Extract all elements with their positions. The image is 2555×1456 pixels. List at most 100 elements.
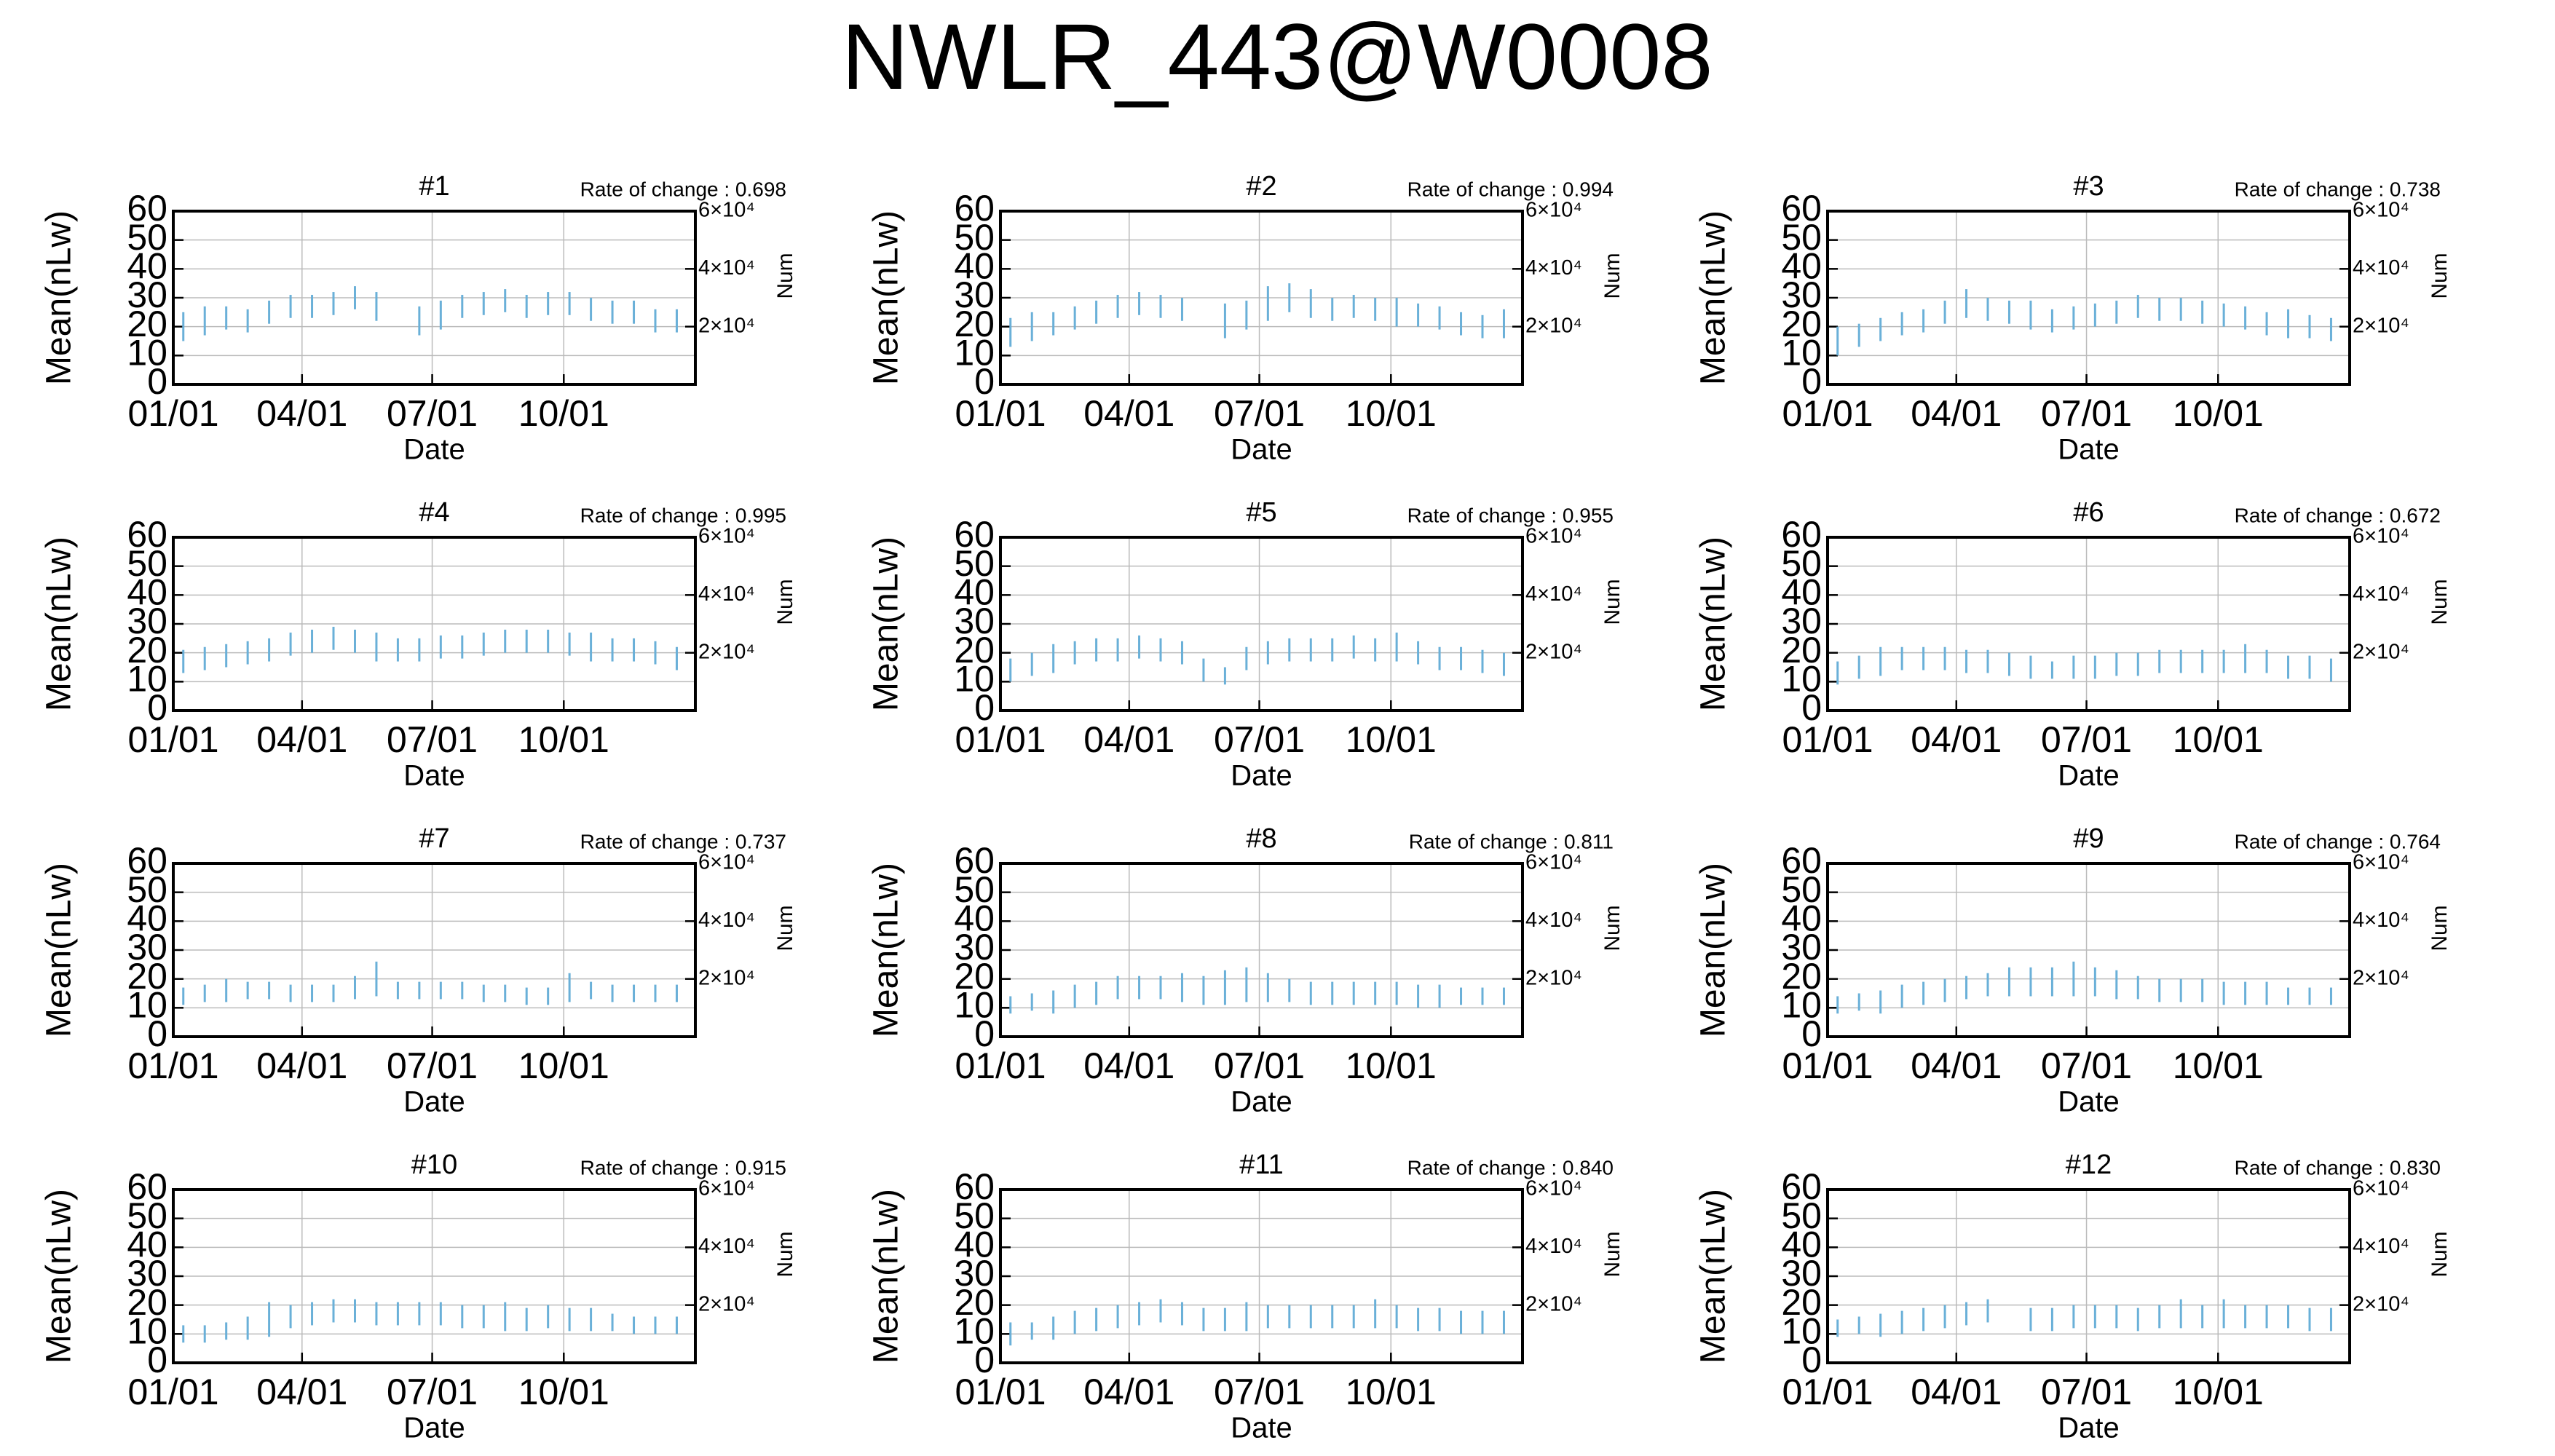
x-tick-label: 01/01 (955, 1045, 1046, 1086)
y-tick-label: 20 (954, 956, 995, 997)
y-tick-label: 50 (1781, 869, 1822, 910)
x-tick-label: 01/01 (127, 1045, 218, 1086)
y-tick-label: 0 (1801, 1013, 1822, 1054)
panel-title: #7 (419, 823, 449, 854)
x-axis-label: Date (403, 1412, 465, 1444)
y2-axis-label: Num (773, 905, 797, 951)
y-tick-label: 40 (127, 898, 167, 939)
y2-tick-label: 4×10⁴ (698, 1235, 755, 1258)
y2-tick-label: 2×10⁴ (1525, 640, 1582, 663)
x-tick-label: 10/01 (2173, 1372, 2264, 1412)
y-tick-label: 10 (1781, 1311, 1822, 1352)
x-tick-label: 10/01 (518, 393, 609, 434)
y-tick-label: 10 (954, 333, 995, 373)
y-tick-label: 60 (1781, 514, 1822, 555)
annotation: Rate of change : 0.738 (2235, 178, 2441, 200)
x-tick-label: 10/01 (1346, 1372, 1437, 1412)
x-axis-label: Date (1231, 760, 1292, 792)
y2-tick-label: 6×10⁴ (1525, 199, 1582, 222)
x-tick-label: 07/01 (387, 393, 478, 434)
x-axis-label: Date (403, 1086, 465, 1118)
annotation: Rate of change : 0.830 (2235, 1156, 2441, 1179)
y-tick-label: 0 (147, 687, 167, 728)
y2-tick-label: 6×10⁴ (1525, 525, 1582, 548)
x-tick-label: 01/01 (955, 393, 1046, 434)
y2-tick-label: 2×10⁴ (698, 1292, 755, 1315)
x-tick-label: 07/01 (2041, 393, 2132, 434)
y-tick-label: 10 (954, 659, 995, 700)
y-tick-label: 40 (1781, 898, 1822, 939)
y-tick-label: 10 (1781, 659, 1822, 700)
y-tick-label: 40 (954, 898, 995, 939)
y2-axis-label: Num (2428, 1231, 2452, 1277)
x-tick-label: 01/01 (1782, 1372, 1873, 1412)
y-tick-label: 50 (127, 869, 167, 910)
x-tick-label: 04/01 (1911, 1372, 2002, 1412)
x-tick-label: 04/01 (1911, 719, 2002, 760)
plot-frame (172, 536, 697, 712)
panel-title: #6 (2073, 497, 2104, 528)
y-tick-label: 0 (1801, 1340, 1822, 1380)
y-tick-label: 0 (974, 361, 995, 402)
x-tick-label: 10/01 (518, 1372, 609, 1412)
y-tick-label: 0 (1801, 687, 1822, 728)
y-tick-label: 20 (1781, 630, 1822, 670)
y2-axis-label: Num (1600, 1231, 1624, 1277)
y2-tick-label: 4×10⁴ (2353, 582, 2409, 606)
y-tick-label: 10 (127, 659, 167, 700)
x-tick-label: 01/01 (127, 719, 218, 760)
y-tick-label: 60 (127, 188, 167, 229)
y-tick-label: 60 (127, 840, 167, 881)
y2-tick-label: 2×10⁴ (1525, 966, 1582, 989)
annotation: Rate of change : 0.737 (580, 830, 786, 852)
y-tick-label: 50 (127, 217, 167, 258)
annotation: Rate of change : 0.955 (1407, 504, 1614, 526)
x-tick-label: 01/01 (1782, 393, 1873, 434)
y-tick-label: 50 (1781, 217, 1822, 258)
y-axis-label: Mean(nLw) (1694, 863, 1733, 1037)
x-axis-label: Date (2058, 760, 2120, 792)
y2-tick-label: 2×10⁴ (698, 966, 755, 989)
y-tick-label: 10 (127, 985, 167, 1026)
y-tick-label: 30 (127, 1253, 167, 1294)
x-tick-label: 04/01 (256, 1372, 347, 1412)
y-tick-label: 60 (954, 1166, 995, 1207)
y2-tick-label: 6×10⁴ (698, 851, 755, 874)
y-tick-label: 20 (954, 630, 995, 670)
y-axis-label: Mean(nLw) (40, 863, 79, 1037)
x-axis-label: Date (1231, 434, 1292, 466)
x-tick-label: 04/01 (256, 719, 347, 760)
y2-tick-label: 4×10⁴ (2353, 1235, 2409, 1258)
x-tick-label: 07/01 (2041, 1372, 2132, 1412)
y-tick-label: 60 (954, 514, 995, 555)
y-tick-label: 0 (147, 1340, 167, 1380)
y-axis-label: Mean(nLw) (1694, 537, 1733, 711)
y-tick-label: 0 (147, 361, 167, 402)
x-axis-label: Date (403, 434, 465, 466)
y2-tick-label: 2×10⁴ (1525, 1292, 1582, 1315)
y-axis-label: Mean(nLw) (40, 537, 79, 711)
y-axis-label: Mean(nLw) (1694, 210, 1733, 385)
y-tick-label: 50 (1781, 543, 1822, 584)
y-tick-label: 30 (127, 601, 167, 641)
y-tick-label: 20 (1781, 304, 1822, 344)
y2-tick-label: 6×10⁴ (2353, 851, 2409, 874)
x-tick-label: 07/01 (1214, 1045, 1305, 1086)
y2-axis-label: Num (1600, 579, 1624, 625)
y-tick-label: 60 (1781, 840, 1822, 881)
y2-tick-label: 6×10⁴ (1525, 1177, 1582, 1200)
y2-tick-label: 2×10⁴ (2353, 640, 2409, 663)
x-tick-label: 10/01 (518, 719, 609, 760)
y-tick-label: 30 (127, 274, 167, 315)
y2-tick-label: 2×10⁴ (698, 640, 755, 663)
y2-tick-label: 6×10⁴ (2353, 1177, 2409, 1200)
y-tick-label: 50 (954, 1195, 995, 1236)
y-tick-label: 30 (1781, 274, 1822, 315)
x-axis-label: Date (403, 760, 465, 792)
y2-tick-label: 4×10⁴ (698, 909, 755, 932)
annotation: Rate of change : 0.672 (2235, 504, 2441, 526)
y-tick-label: 20 (954, 1282, 995, 1323)
y-tick-label: 30 (954, 601, 995, 641)
y-tick-label: 40 (127, 572, 167, 613)
x-tick-label: 04/01 (1083, 393, 1174, 434)
